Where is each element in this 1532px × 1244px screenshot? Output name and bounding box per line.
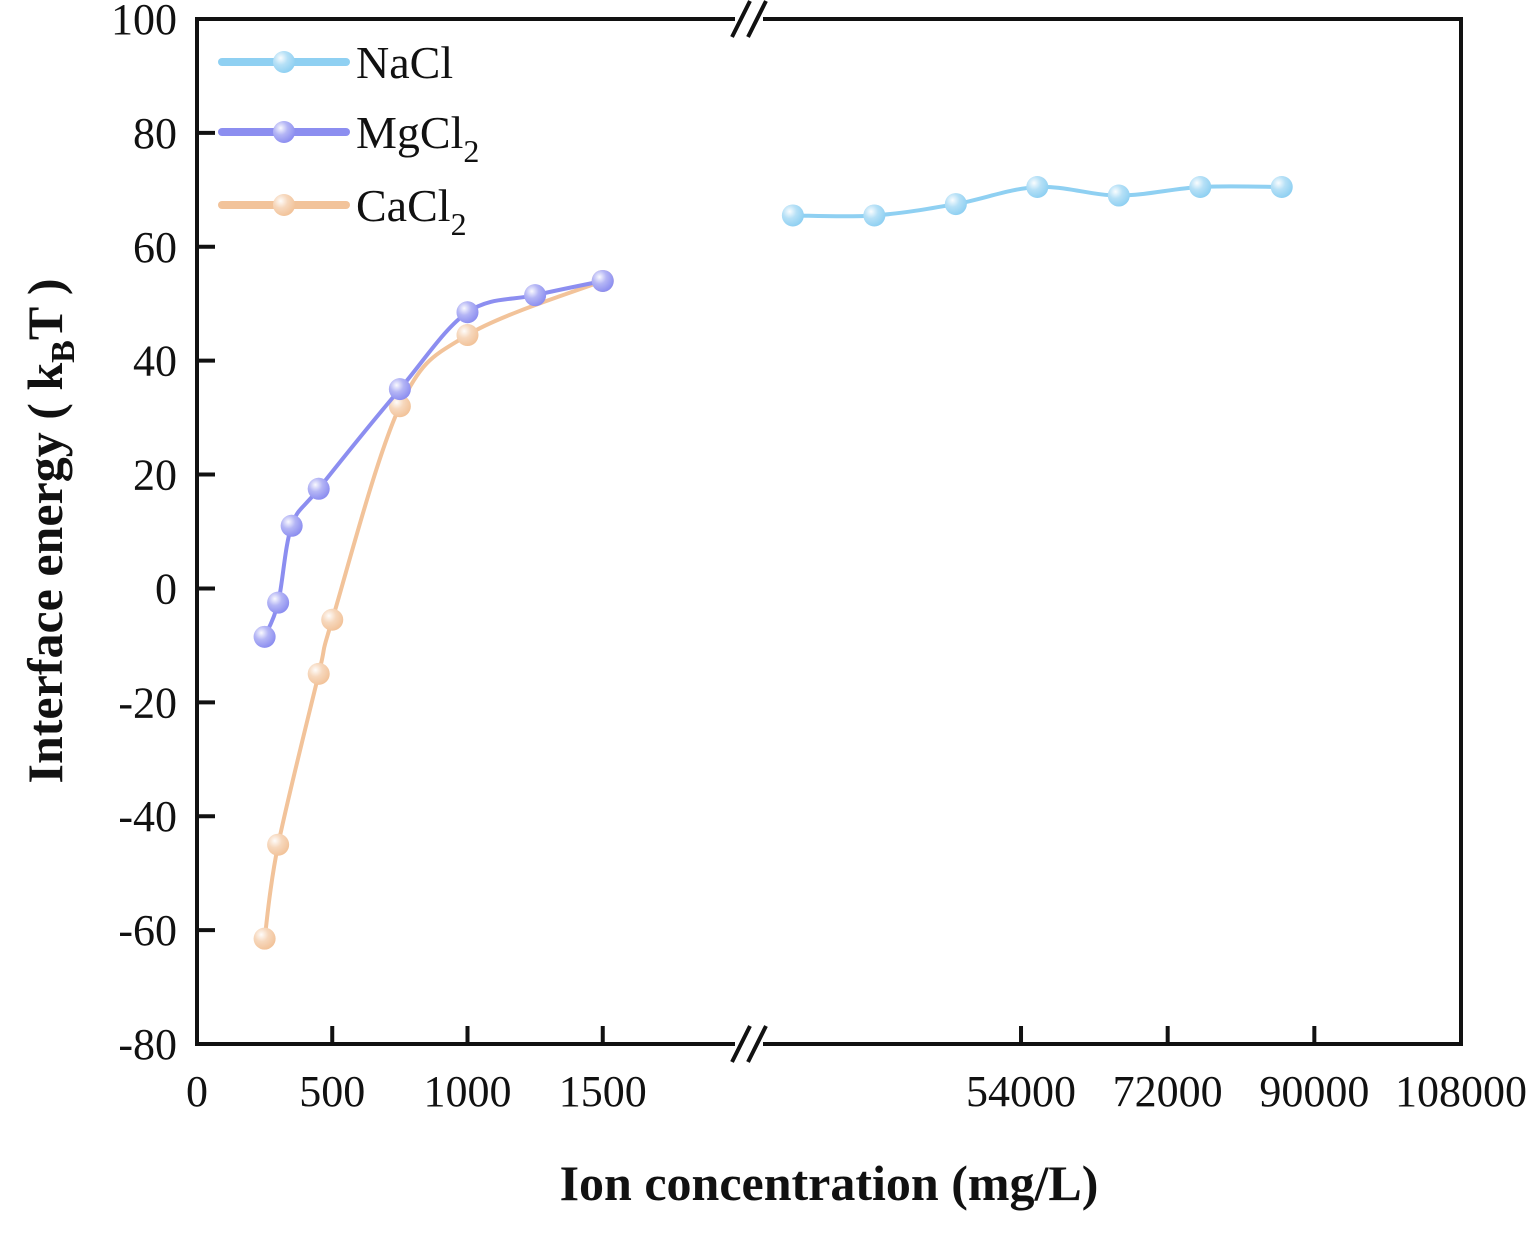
data-point-highlight	[388, 395, 411, 418]
y-tick-label: -60	[118, 906, 177, 955]
data-point-highlight	[944, 193, 967, 216]
data-point-highlight	[267, 833, 290, 856]
axis-break-slash	[746, 0, 768, 38]
y-axis-ticks: -80 -60 -40 -20 0 20 40 60 80 100	[111, 0, 215, 1069]
axis-break-slash	[730, 1025, 752, 1063]
legend-label-cacl2: CaCl2	[356, 180, 467, 242]
series-layer	[253, 175, 1293, 950]
data-point-highlight	[456, 324, 479, 347]
y-tick-label: -80	[118, 1020, 177, 1069]
y-axis-title-subscript: B	[45, 340, 82, 363]
y-tick-label: 60	[133, 223, 177, 272]
x-tick-label: 108000	[1395, 1067, 1527, 1116]
legend-label-mgcl2: MgCl2	[356, 107, 479, 169]
data-point-highlight	[1107, 184, 1130, 207]
data-point-highlight	[456, 301, 479, 324]
x-tick-label: 0	[186, 1067, 208, 1116]
legend-marker-highlight	[273, 121, 295, 143]
x-tick-label: 1500	[559, 1067, 647, 1116]
y-axis-title-main: Interface energy ( k	[17, 363, 73, 784]
x-axis-title: Ion concentration (mg/L)	[560, 1155, 1099, 1211]
y-tick-label: 0	[155, 564, 177, 613]
y-tick-label: 20	[133, 451, 177, 500]
y-axis-title: Interface energy ( kBT )	[17, 279, 82, 784]
x-tick-label: 1000	[424, 1067, 512, 1116]
x-tick-label: 54000	[966, 1067, 1076, 1116]
data-point-highlight	[253, 625, 276, 648]
axis-break-slash	[730, 0, 752, 38]
x-tick-label: 72000	[1113, 1067, 1223, 1116]
data-point-highlight	[1026, 175, 1049, 198]
data-point-highlight	[781, 204, 804, 227]
data-point-highlight	[863, 204, 886, 227]
y-tick-label: -20	[118, 678, 177, 727]
x-axis-ticks: 0 500 1000 1500 54000 72000 90000 108000	[186, 1026, 1527, 1116]
data-point-highlight	[280, 514, 303, 537]
legend: NaCl MgCl2 CaCl2	[218, 37, 479, 242]
axis-break-slash	[746, 1025, 768, 1063]
data-point-highlight	[1270, 175, 1293, 198]
axis-break-marker	[730, 0, 768, 1063]
data-point-highlight	[267, 591, 290, 614]
x-tick-label: 90000	[1259, 1067, 1369, 1116]
plot-frame	[195, 17, 1463, 1046]
y-axis-title-end: T )	[17, 279, 73, 341]
legend-marker-highlight	[273, 51, 295, 73]
y-tick-label: -40	[118, 792, 177, 841]
y-tick-label: 80	[133, 109, 177, 158]
data-point-highlight	[591, 269, 614, 292]
x-tick-label: 500	[299, 1067, 365, 1116]
data-point-highlight	[1189, 175, 1212, 198]
legend-label-nacl: NaCl	[356, 37, 453, 88]
y-tick-label: 100	[111, 0, 177, 44]
series-line-mgcl2	[262, 278, 604, 638]
data-point-highlight	[388, 378, 411, 401]
data-point-highlight	[253, 927, 276, 950]
series-line-cacl2	[262, 279, 604, 939]
data-point-highlight	[524, 284, 547, 307]
legend-marker-highlight	[273, 194, 295, 216]
y-tick-label: 40	[133, 337, 177, 386]
data-point-highlight	[307, 477, 330, 500]
data-point-highlight	[307, 662, 330, 685]
data-point-highlight	[321, 608, 344, 631]
